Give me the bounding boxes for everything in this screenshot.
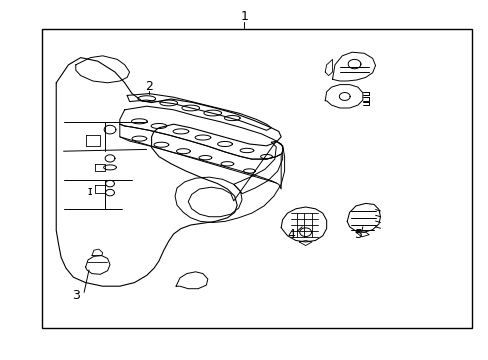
Text: 4: 4 (286, 228, 294, 241)
Bar (41, 29, 471, 328)
Text: 1: 1 (240, 10, 248, 23)
Text: 3: 3 (72, 289, 80, 302)
Text: 2: 2 (145, 80, 153, 93)
Text: I: I (87, 188, 92, 197)
Text: 5: 5 (355, 228, 363, 241)
